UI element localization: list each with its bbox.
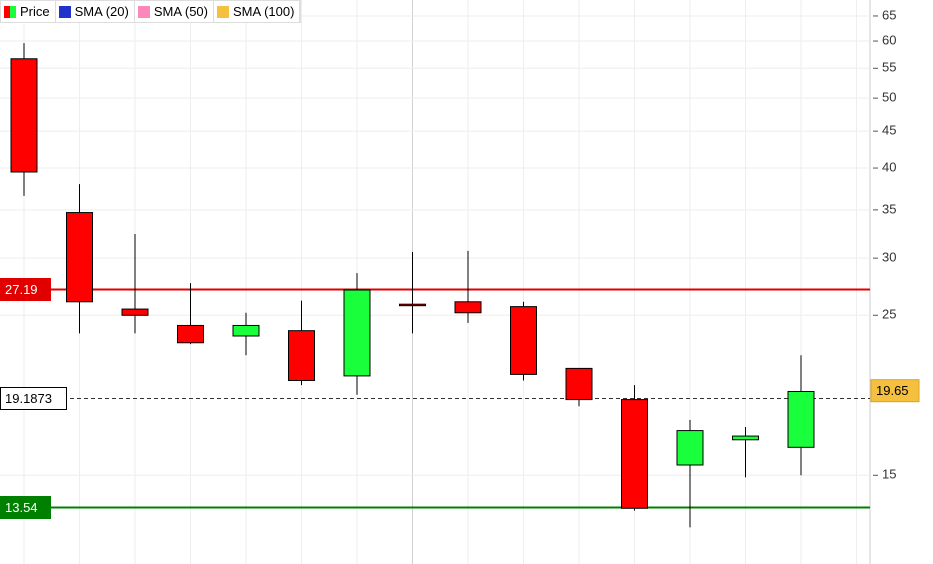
candle-body <box>732 435 759 441</box>
y-tick-label: 60 <box>882 32 896 47</box>
y-tick-label: 55 <box>882 60 896 75</box>
legend-swatch <box>137 5 150 18</box>
last-price-label: 19.65 <box>876 383 909 398</box>
candle-body <box>66 212 93 303</box>
level-label-box <box>0 387 67 410</box>
candle-body <box>565 367 593 401</box>
level-label: 13.54 <box>5 500 38 515</box>
legend-item[interactable]: SMA (100) <box>214 1 301 22</box>
candle-body <box>232 324 260 337</box>
candle-body <box>399 303 426 307</box>
candle-body <box>343 289 371 377</box>
level-label-box <box>0 496 51 519</box>
candle-body <box>177 324 204 344</box>
y-tick-label: 65 <box>882 7 896 22</box>
level-label-box <box>0 278 51 301</box>
level-label: 19.1873 <box>5 391 52 406</box>
candle-body <box>621 399 648 509</box>
legend-label: SMA (50) <box>153 4 208 19</box>
legend-label: SMA (20) <box>74 4 129 19</box>
candle-body <box>10 58 38 173</box>
y-tick-label: 25 <box>882 307 896 322</box>
legend-swatch <box>58 5 71 18</box>
y-tick-label: 40 <box>882 159 896 174</box>
candle-body <box>454 301 482 314</box>
last-price-box <box>870 379 920 403</box>
candle-body <box>510 306 537 375</box>
legend-item[interactable]: Price <box>1 1 56 22</box>
legend: Price SMA (20) SMA (50) SMA (100) <box>0 0 302 23</box>
candle-body <box>787 390 815 448</box>
legend-label: Price <box>20 4 50 19</box>
y-tick-label: 50 <box>882 90 896 105</box>
legend-swatch <box>217 5 229 18</box>
legend-swatch <box>4 5 16 18</box>
legend-item[interactable]: SMA (20) <box>56 1 135 22</box>
y-tick-label: 30 <box>882 250 896 265</box>
legend-label: SMA (100) <box>233 4 295 19</box>
legend-item[interactable]: SMA (50) <box>135 1 214 22</box>
y-tick-label: 35 <box>882 201 896 216</box>
candle-body <box>121 308 149 316</box>
y-tick-label: 15 <box>882 467 896 482</box>
candle-body <box>288 330 315 382</box>
y-tick-label: 45 <box>882 123 896 138</box>
level-label: 27.19 <box>5 282 38 297</box>
candle-body <box>676 430 704 466</box>
